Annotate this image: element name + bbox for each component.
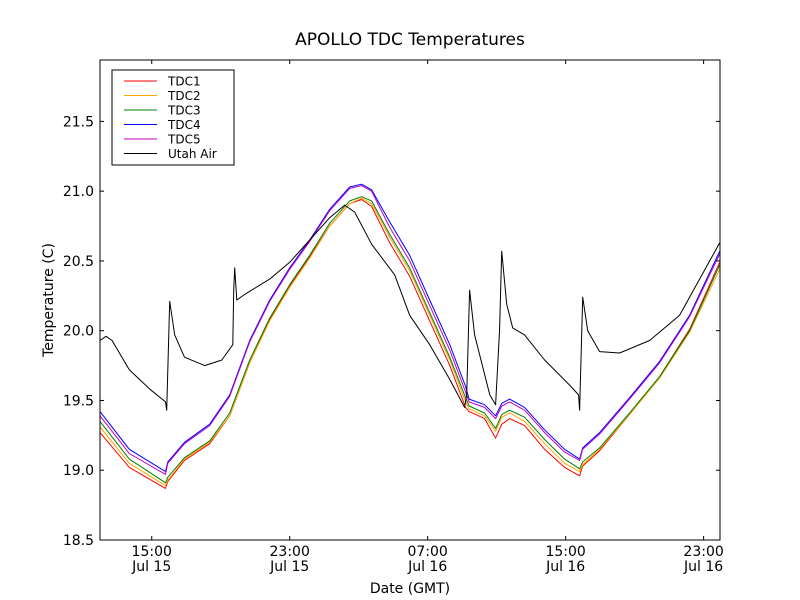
series-line-tdc5 — [99, 185, 721, 475]
x-tick-label-time: 15:00 — [545, 544, 585, 560]
y-tick-label: 21.5 — [63, 114, 94, 130]
y-tick-label: 18.5 — [63, 533, 94, 549]
x-tick-label-time: 23:00 — [683, 544, 723, 560]
legend-label: TDC3 — [167, 104, 201, 118]
x-tick-label-time: 07:00 — [407, 544, 447, 560]
series-line-tdc3 — [99, 196, 721, 484]
y-tick-label: 19.5 — [63, 393, 94, 409]
y-axis-title: Temperature (C) — [41, 243, 57, 358]
series-line-tdc2 — [99, 197, 721, 487]
y-tick-label: 20.0 — [63, 324, 94, 340]
legend-label: TDC5 — [167, 133, 201, 147]
x-tick-label-time: 23:00 — [270, 544, 310, 560]
x-tick-label-date: Jul 16 — [407, 559, 447, 575]
legend-label: Utah Air — [168, 147, 217, 161]
legend-box — [111, 69, 235, 166]
x-tick-label-date: Jul 15 — [269, 559, 309, 575]
x-axis-title: Date (GMT) — [370, 581, 450, 597]
y-tick-label: 19.0 — [63, 463, 94, 479]
y-axis: 18.5 19.0 19.5 20.0 20.5 21.0 21.5 — [63, 114, 720, 549]
x-tick-label-time: 15:00 — [132, 544, 172, 560]
legend-label: TDC4 — [167, 118, 201, 132]
axes-frame — [99, 59, 721, 541]
series-line-utah-air — [99, 204, 721, 411]
series-layer — [99, 183, 721, 489]
x-tick-label-date: Jul 16 — [683, 559, 723, 575]
legend-label: TDC2 — [167, 89, 201, 103]
y-tick-label: 20.5 — [63, 254, 94, 270]
legend-label: TDC1 — [167, 75, 201, 89]
x-tick-label-date: Jul 15 — [131, 559, 171, 575]
chart-title: APOLLO TDC Temperatures — [295, 30, 525, 50]
x-tick-label-date: Jul 16 — [545, 559, 585, 575]
y-tick-label: 21.0 — [63, 184, 94, 200]
